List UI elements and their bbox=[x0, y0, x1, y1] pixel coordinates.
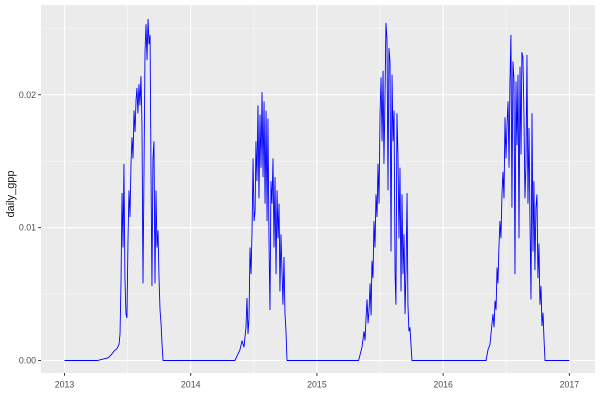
x-axis: 2013 2014 2015 2016 2017 bbox=[55, 373, 580, 390]
x-tick-label: 2015 bbox=[307, 380, 327, 390]
x-tick-label: 2016 bbox=[433, 380, 453, 390]
y-tick-label: 0.02 bbox=[19, 90, 36, 100]
y-axis: 0.00 0.01 0.02 bbox=[19, 90, 41, 366]
x-tick-label: 2014 bbox=[181, 380, 201, 390]
plot-panel bbox=[41, 5, 595, 373]
x-tick-label: 2017 bbox=[560, 380, 580, 390]
gpp-line-series bbox=[64, 18, 570, 361]
y-tick-label: 0.00 bbox=[19, 356, 36, 366]
y-axis-title: daily_gpp bbox=[5, 170, 17, 217]
y-tick-label: 0.01 bbox=[19, 223, 36, 233]
x-tick-label: 2013 bbox=[55, 380, 75, 390]
major-gridlines bbox=[41, 5, 595, 373]
